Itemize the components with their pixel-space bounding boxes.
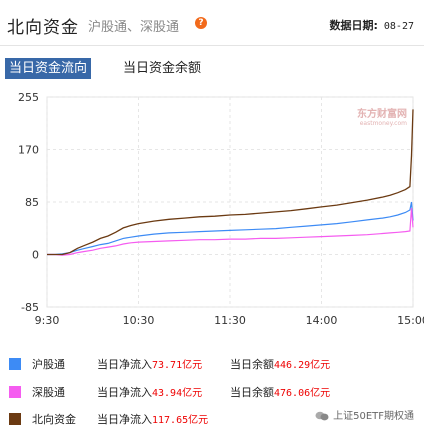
page-title: 北向资金: [7, 18, 79, 38]
legend-name: 沪股通: [32, 358, 65, 371]
series-line-2: [47, 208, 414, 256]
date-label: 数据日期:: [329, 19, 378, 32]
x-tick-label: 11:30: [214, 314, 246, 327]
header: 北向资金 沪股通、深股通 ? 数据日期: 08-27: [0, 0, 424, 46]
balance-value: 476.06亿元: [274, 388, 331, 399]
watermark-domain: eastmoney.com: [360, 120, 407, 127]
watermark-brand: 东方财富网: [357, 107, 407, 120]
help-icon[interactable]: ?: [195, 17, 207, 29]
inflow-label: 当日净流入: [97, 386, 152, 399]
legend-balance: 当日余额446.29亿元: [230, 356, 330, 372]
legend-row-hgt: 沪股通 当日净流入73.71亿元 当日余额446.29亿元: [0, 354, 424, 374]
y-tick-label: -85: [21, 301, 39, 314]
inflow-label: 当日净流入: [97, 358, 152, 371]
page-subtitle: 沪股通、深股通: [88, 20, 180, 35]
footer-watermark: 上证50ETF期权通: [315, 407, 414, 422]
legend-balance: 当日余额476.06亿元: [230, 384, 330, 400]
inflow-value: 73.71亿元: [152, 360, 203, 371]
legend-swatch-north: [9, 413, 21, 425]
series-line-3: [47, 109, 414, 256]
legend-row-north: 北向资金 当日净流入117.65亿元: [0, 409, 424, 429]
legend-inflow: 当日净流入43.94亿元: [97, 384, 202, 400]
y-tick-label: 0: [32, 249, 39, 262]
balance-value: 446.29亿元: [274, 360, 331, 371]
date-value: 08-27: [383, 21, 414, 32]
legend-row-sgt: 深股通 当日净流入43.94亿元 当日余额476.06亿元: [0, 382, 424, 402]
x-tick-label: 10:30: [123, 314, 155, 327]
tab-daily-balance[interactable]: 当日资金余额: [123, 61, 202, 76]
legend-inflow: 当日净流入73.71亿元: [97, 356, 202, 372]
y-tick-label: 85: [25, 196, 39, 209]
inflow-label: 当日净流入: [97, 413, 152, 426]
legend-inflow: 当日净流入117.65亿元: [97, 411, 208, 427]
balance-label: 当日余额: [230, 358, 274, 371]
data-date: 数据日期: 08-27: [329, 17, 414, 33]
inflow-value: 43.94亿元: [152, 388, 203, 399]
wechat-icon: [315, 411, 329, 421]
y-tick-label: 255: [18, 91, 39, 104]
inflow-value: 117.65亿元: [152, 415, 209, 426]
legend-name: 深股通: [32, 386, 65, 399]
tab-daily-flow[interactable]: 当日资金流向: [5, 58, 92, 79]
balance-label: 当日余额: [230, 386, 274, 399]
legend-name: 北向资金: [32, 413, 76, 426]
x-tick-label: 14:00: [306, 314, 338, 327]
footer-text: 上证50ETF期权通: [333, 411, 414, 422]
legend-swatch-sgt: [9, 386, 21, 398]
legend-swatch-hgt: [9, 358, 21, 370]
y-tick-label: 170: [18, 144, 39, 157]
x-tick-label: 15:00: [397, 314, 424, 327]
series-line-1: [47, 201, 414, 256]
x-tick-label: 9:30: [35, 314, 60, 327]
